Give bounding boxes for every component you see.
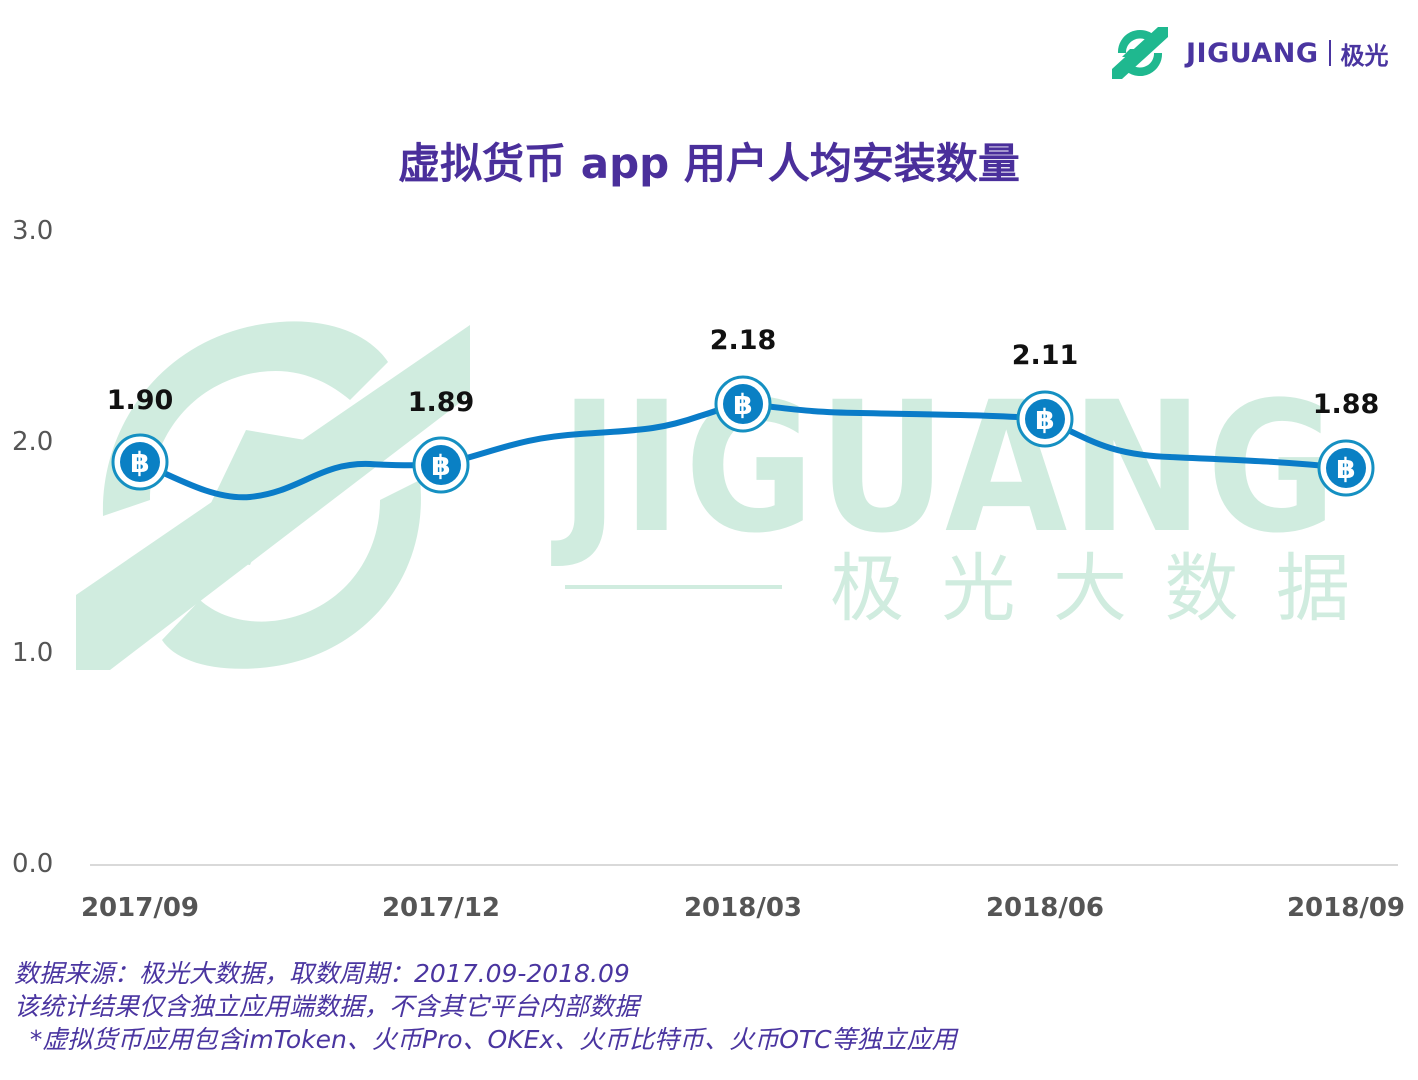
jiguang-logo: JIGUANG 极光	[1108, 22, 1389, 84]
y-tick-label: 0.0	[12, 849, 54, 879]
bitcoin-icon: ฿	[1035, 403, 1054, 436]
data-point-marker: ฿	[1016, 390, 1074, 448]
x-tick-label: 2018/03	[683, 893, 803, 923]
data-label: 2.11	[1011, 340, 1079, 371]
apps-note: *虚拟货币应用包含imToken、火币Pro、OKEx、火币比特币、火币OTC等…	[14, 1025, 957, 1054]
logo-divider	[1328, 40, 1331, 66]
bitcoin-icon: ฿	[1336, 452, 1355, 485]
data-point-marker: ฿	[111, 433, 169, 491]
data-label: 1.90	[106, 385, 174, 416]
jiguang-logo-icon	[1112, 27, 1168, 79]
x-tick-label: 2018/06	[985, 893, 1105, 923]
data-point-marker: ฿	[714, 375, 772, 433]
x-tick-label: 2017/12	[381, 893, 501, 923]
chart-title: 虚拟货币 app 用户人均安装数量	[398, 139, 1020, 188]
series-line	[137, 400, 1349, 501]
logo-text: JIGUANG	[1186, 37, 1319, 69]
watermark-text-cn: 极 光 大 数 据	[830, 546, 1350, 632]
bitcoin-icon: ฿	[431, 449, 450, 482]
y-tick-label: 3.0	[12, 216, 54, 246]
data-label: 2.18	[709, 325, 777, 356]
logo-text-cn: 极光	[1340, 41, 1389, 70]
data-point-marker: ฿	[1317, 439, 1375, 497]
watermark-text-en: JIGUANG	[550, 364, 1340, 573]
y-tick-label: 1.0	[12, 638, 54, 668]
data-point-marker: ฿	[412, 436, 470, 494]
y-tick-label: 2.0	[12, 427, 54, 457]
bitcoin-icon: ฿	[733, 388, 752, 421]
scope-note: 该统计结果仅含独立应用端数据，不含其它平台内部数据	[14, 992, 640, 1021]
x-tick-label: 2017/09	[80, 893, 200, 923]
bitcoin-icon: ฿	[130, 446, 149, 479]
x-tick-label: 2018/09	[1286, 893, 1406, 923]
data-label: 1.88	[1312, 389, 1380, 420]
source-note: 数据来源：极光大数据，取数周期：2017.09-2018.09	[14, 959, 630, 988]
data-label: 1.89	[407, 387, 475, 418]
